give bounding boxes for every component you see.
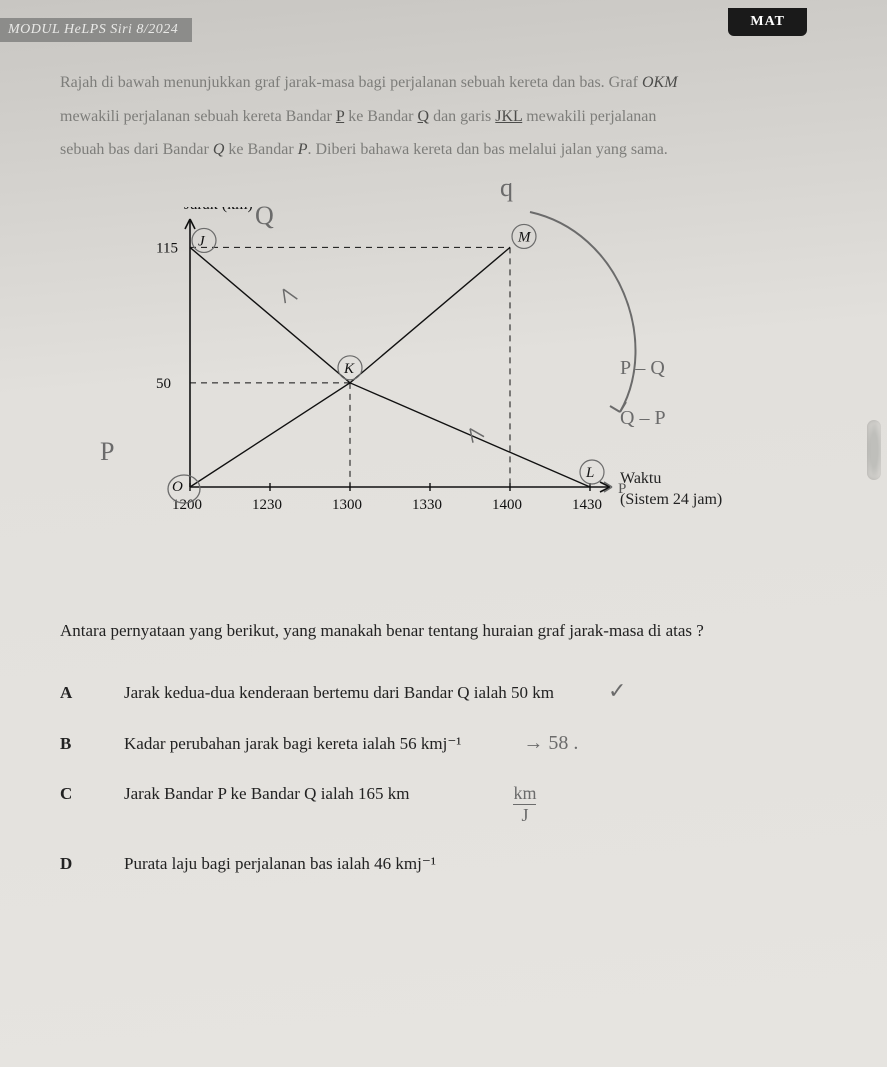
svg-text:Jarak (km): Jarak (km) <box>184 207 253 213</box>
q-line3-e: . Diberi bahawa kereta dan bas melalui j… <box>308 141 668 158</box>
distance-time-chart: Jarak (km) O 50 115 1200 1230 1300 1330 1400 1430… <box>120 207 740 547</box>
hand-j: J <box>513 804 536 826</box>
option-a-text: Jarak kedua-dua kenderaan bertemu dari B… <box>124 683 554 703</box>
q-line1-a: Rajah di bawah menunjukkan graf jarak-ma… <box>60 74 642 91</box>
option-c: C Jarak Bandar P ke Bandar Q ialah 165 k… <box>60 783 827 826</box>
module-label: MODUL HeLPS Siri 8/2024 <box>0 18 192 42</box>
subject-tab: MAT <box>728 8 807 36</box>
q-q2: Q <box>213 141 225 158</box>
svg-text:1300: 1300 <box>332 497 362 513</box>
option-c-text: Jarak Bandar P ke Bandar Q ialah 165 km <box>124 784 409 804</box>
option-b-text: Kadar perubahan jarak bagi kereta ialah … <box>124 734 461 754</box>
binding-hole <box>867 420 881 480</box>
svg-text:1330: 1330 <box>412 497 442 513</box>
svg-text:K: K <box>343 361 355 377</box>
option-b-letter: B <box>60 734 80 754</box>
option-c-letter: C <box>60 784 80 804</box>
hand-58: → 58 . <box>523 732 578 755</box>
page: MODUL HeLPS Siri 8/2024 MAT Rajah di baw… <box>0 0 887 1067</box>
hand-Q: Q <box>255 201 274 231</box>
hand-km-j: km J <box>513 783 536 826</box>
option-d-letter: D <box>60 854 80 874</box>
svg-text:50: 50 <box>156 376 171 392</box>
q-okm: OKM <box>642 74 678 91</box>
svg-text:1200: 1200 <box>172 497 202 513</box>
options: A Jarak kedua-dua kenderaan bertemu dari… <box>60 678 827 874</box>
hand-p-left: P <box>100 437 114 467</box>
option-b: B Kadar perubahan jarak bagi kereta iala… <box>60 732 827 755</box>
q-line3-c: ke Bandar <box>224 141 297 158</box>
q-line2-c: ke Bandar <box>344 108 417 125</box>
hand-tick: ✓ <box>608 678 626 704</box>
option-d: D Purata laju bagi perjalanan bas ialah … <box>60 854 827 874</box>
q-q: Q <box>418 108 430 125</box>
q-line2-g: mewakili perjalanan <box>522 108 656 125</box>
q-line2-e: dan garis <box>429 108 495 125</box>
svg-text:1400: 1400 <box>492 497 522 513</box>
x-axis-label: Waktu (Sistem 24 jam) <box>620 469 722 511</box>
hand-q-small: q <box>500 173 513 203</box>
svg-text:O: O <box>172 479 183 495</box>
x-axis-label-1: Waktu <box>620 469 722 490</box>
hand-km: km <box>513 783 536 803</box>
q-p2: P <box>298 141 308 158</box>
q-line2-a: mewakili perjalanan sebuah kereta Bandar <box>60 108 336 125</box>
header-bar: MODUL HeLPS Siri 8/2024 MAT <box>0 18 887 44</box>
q-jkl: JKL <box>495 108 522 125</box>
svg-text:1230: 1230 <box>252 497 282 513</box>
option-d-text: Purata laju bagi perjalanan bas ialah 46… <box>124 854 436 874</box>
svg-text:115: 115 <box>156 240 178 256</box>
question-text: Rajah di bawah menunjukkan graf jarak-ma… <box>60 66 827 167</box>
prompt: Antara pernyataan yang berikut, yang man… <box>60 617 827 644</box>
q-line3-a: sebuah bas dari Bandar <box>60 141 213 158</box>
x-axis-label-2: (Sistem 24 jam) <box>620 490 722 511</box>
svg-text:L: L <box>585 465 594 481</box>
q-p: P <box>336 108 344 125</box>
option-a: A Jarak kedua-dua kenderaan bertemu dari… <box>60 678 827 704</box>
option-a-letter: A <box>60 683 80 703</box>
svg-text:1430: 1430 <box>572 497 602 513</box>
hand-arrow-curve <box>500 202 700 462</box>
